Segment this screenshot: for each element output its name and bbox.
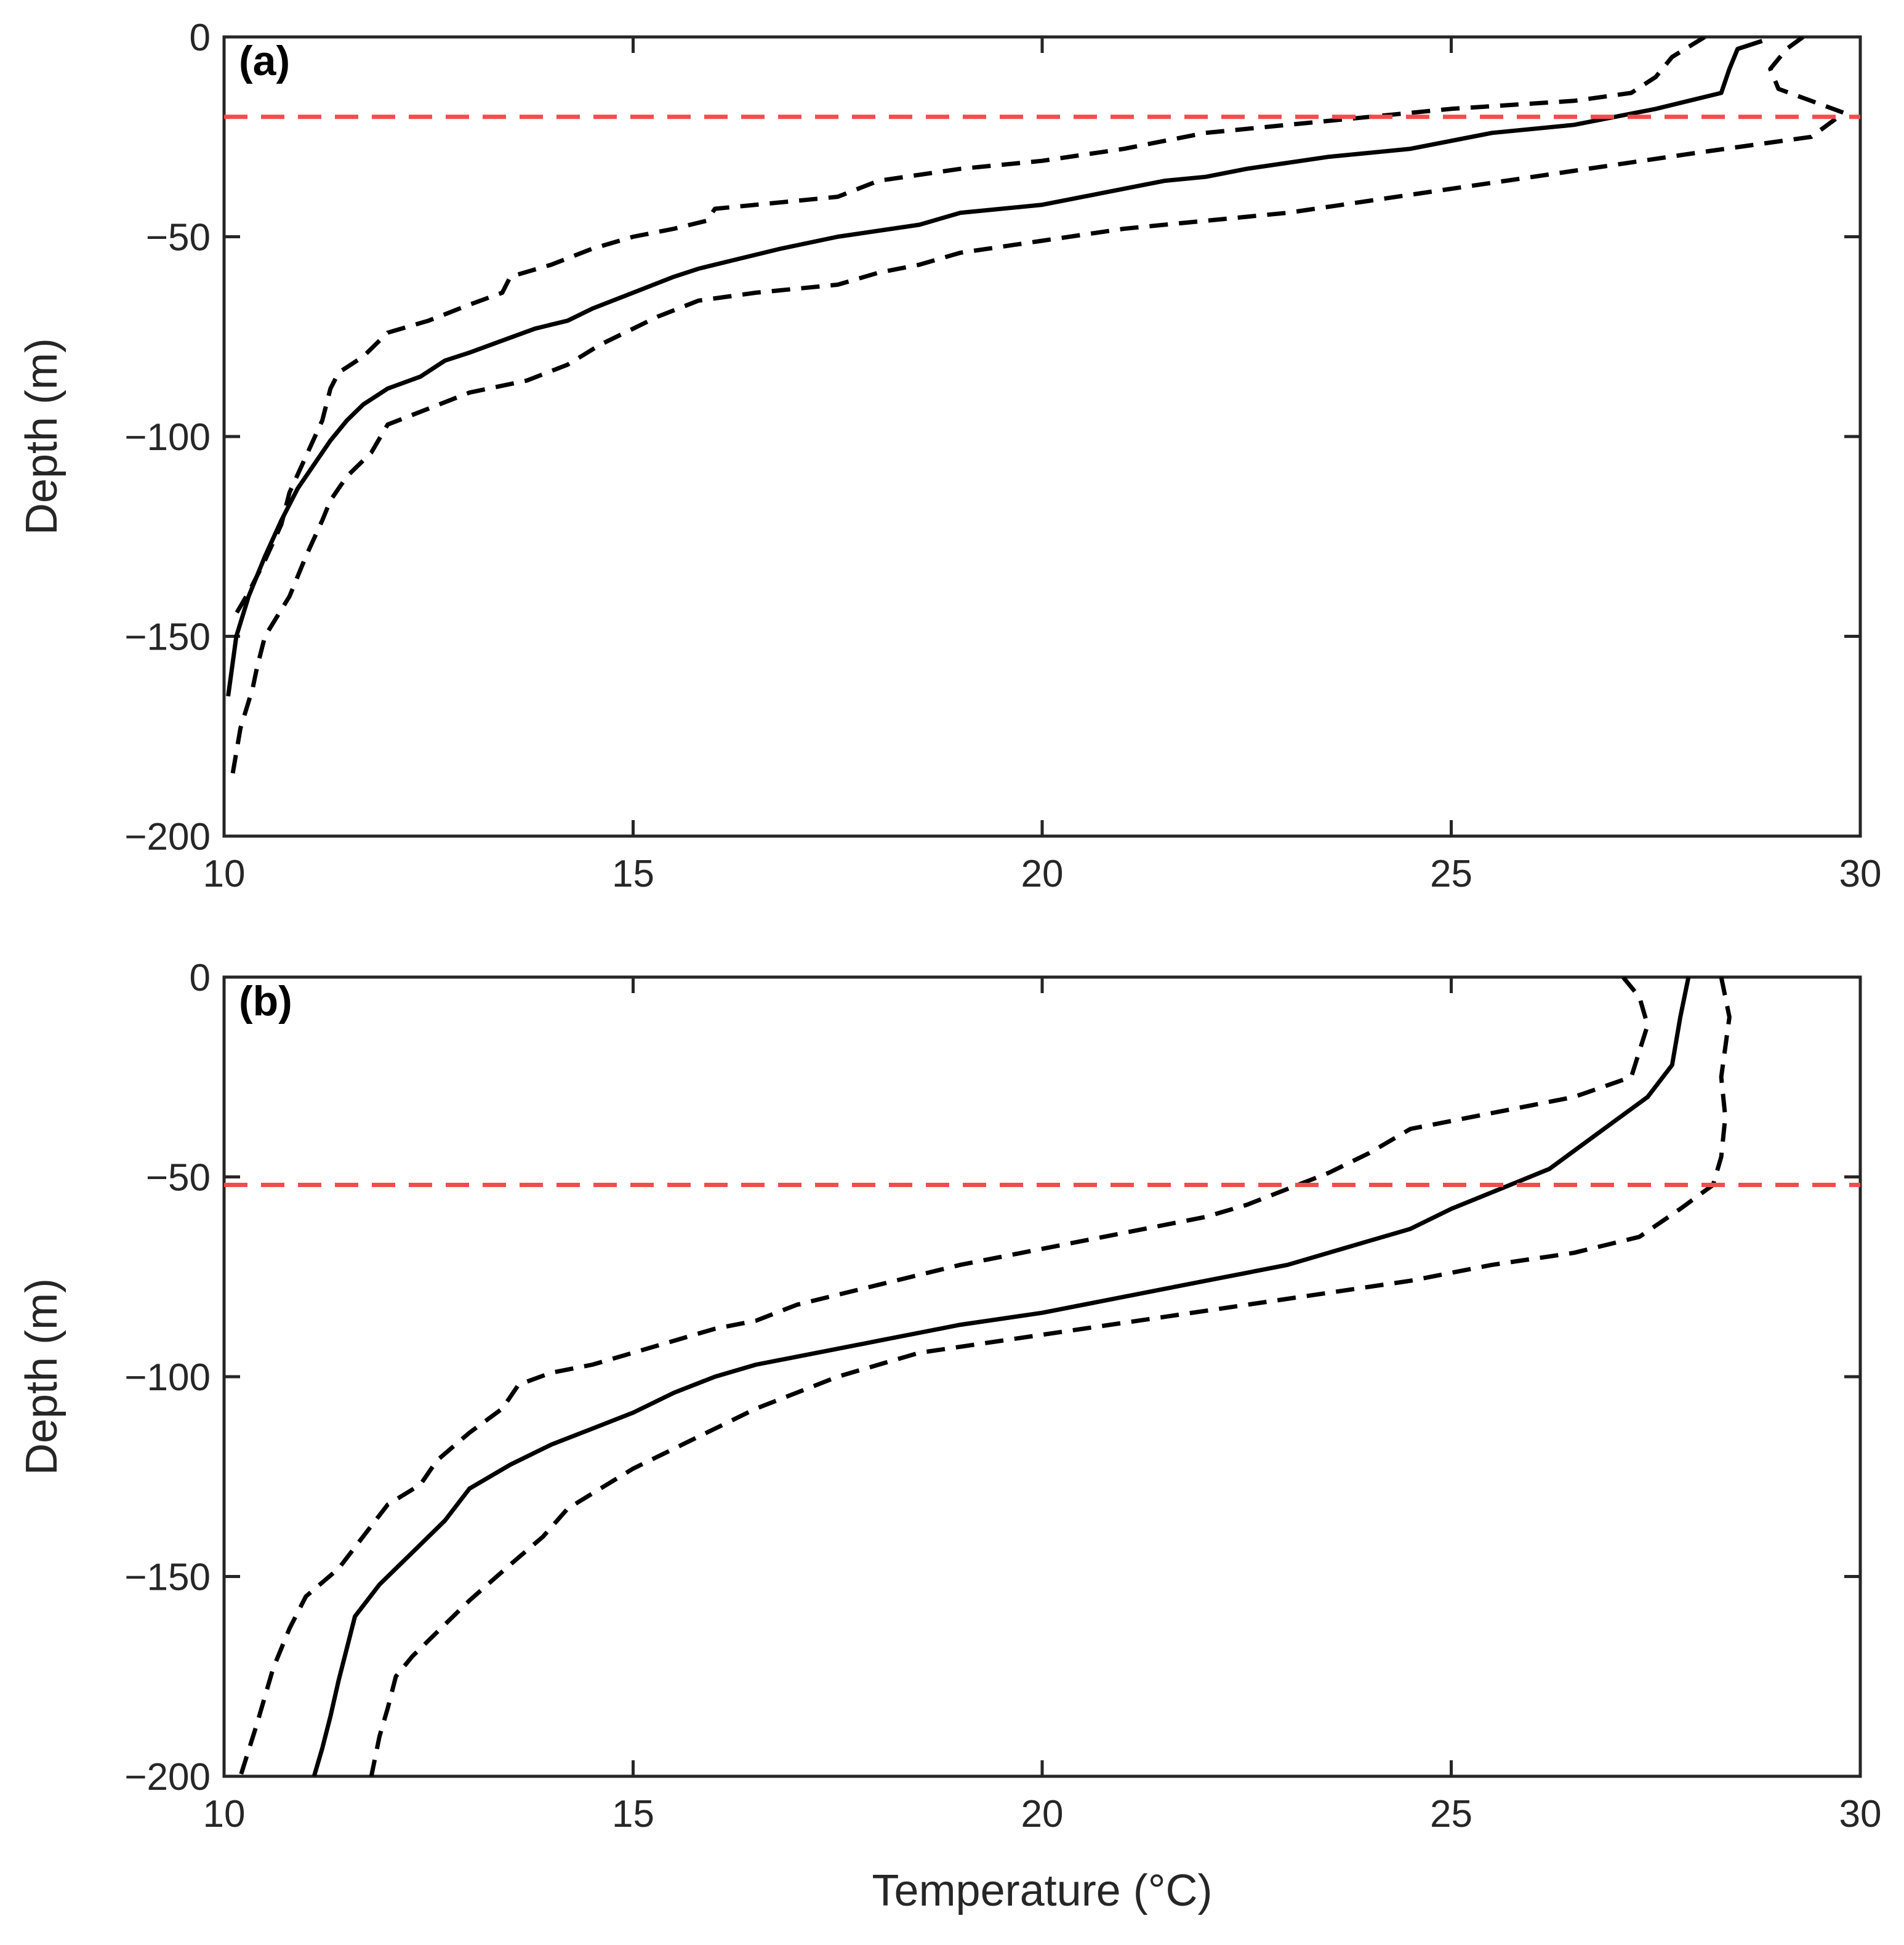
y-tick-label: 0 [190,17,211,59]
series-line-mean [226,39,1763,697]
x-tick-label: 30 [1839,1793,1882,1835]
x-tick-label: 10 [203,853,246,895]
x-tick-label: 15 [612,1793,654,1835]
series-line-mean [311,977,1691,1776]
x-tick-label: 20 [1021,1793,1064,1835]
y-tick-label: −100 [124,1356,211,1399]
panel-b-chart: 10 15 20 25 30 0 −50 −100 −150 −200 Depth (m) Tempe… [17,957,1881,1915]
x-tick-label: 20 [1021,853,1064,895]
y-tick-label: −200 [124,1756,211,1798]
series-line-lower-bound [369,977,1732,1776]
x-tick-label: 25 [1430,1793,1472,1835]
series-line-lower-bound [230,37,1846,777]
x-tick-label: 25 [1430,853,1472,895]
panel-a-chart: 10 15 20 25 30 0 −50 −100 −150 −200 Depth (m) (a) [17,17,1881,895]
y-tick-label: −100 [124,416,211,459]
series-line-upper-bound [238,977,1650,1776]
y-tick-label: −150 [124,1556,211,1599]
panel-label: (b) [239,978,292,1025]
x-axis-label: Temperature (°C) [872,1866,1213,1915]
y-tick-label: −150 [124,616,211,659]
y-tick-label: −50 [146,217,211,259]
y-tick-label: −50 [146,1157,211,1199]
plot-area [222,35,1862,838]
x-tick-label: 15 [612,853,654,895]
x-tick-label: 30 [1839,853,1882,895]
x-tick-label: 10 [203,1793,246,1835]
y-tick-label: 0 [190,957,211,999]
y-tick-label: −200 [124,816,211,858]
y-axis-label: Depth (m) [17,338,66,535]
plot-area [222,975,1862,1778]
panel-label: (a) [239,38,290,84]
y-axis-label: Depth (m) [17,1278,66,1475]
